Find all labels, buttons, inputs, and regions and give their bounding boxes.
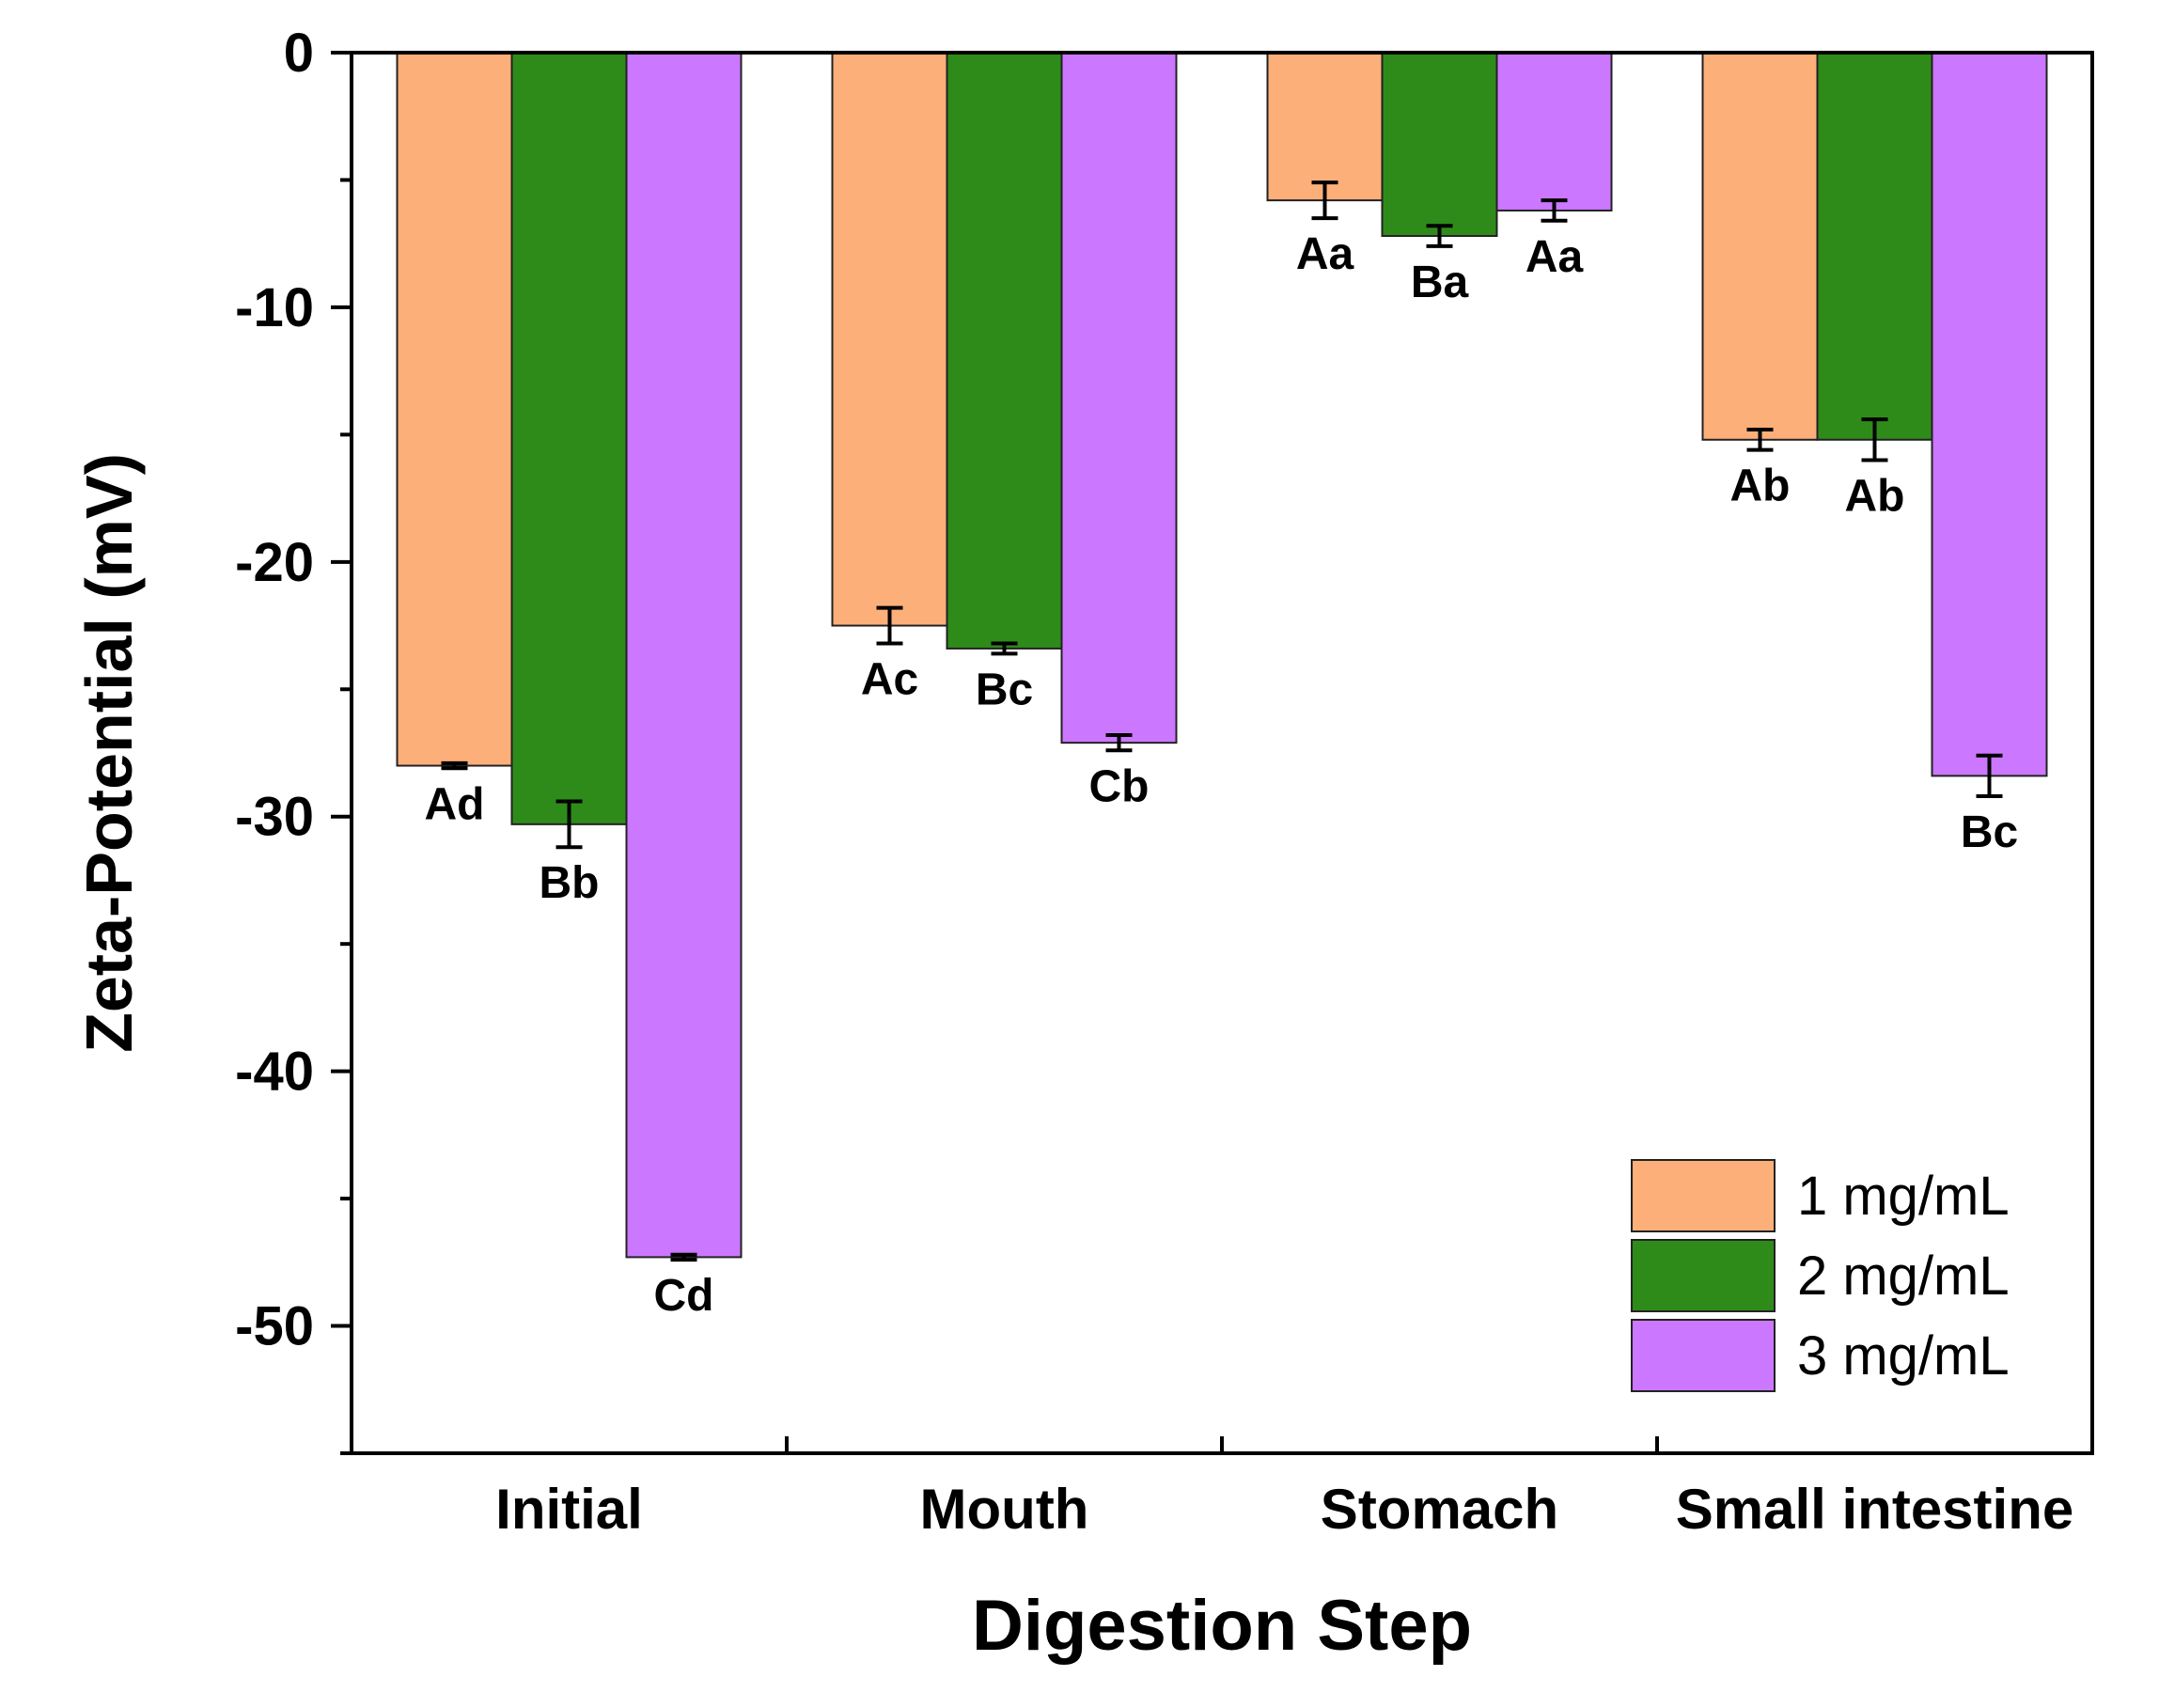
y-axis-title: Zeta-Potential (mV) (72, 453, 146, 1053)
x-axis: Initial Mouth Stomach Small intestine (495, 1436, 2073, 1541)
bar-small-intestine-3-mg-ml (1931, 52, 2048, 777)
x-tick-label-small-intestine: Small intestine (1676, 1478, 2073, 1541)
error-bar-small-intestine-1-mg-ml (1746, 427, 1774, 452)
bar-initial-2-mg-ml (510, 52, 628, 825)
bar-mouth-2-mg-ml (946, 52, 1063, 650)
bar-mouth-3-mg-ml (1060, 52, 1178, 744)
error-bar-stomach-2-mg-ml (1426, 224, 1453, 248)
legend-swatch-3-mg-ml (1631, 1319, 1776, 1392)
significance-letters-layer: Ad Bb Cd Ac Bc Cb Aa Ba Aa Ab Ab Bc (425, 229, 2019, 1321)
letter-label-initial-3-mg-ml: Cd (654, 1271, 714, 1321)
letter-label-stomach-3-mg-ml: Aa (1525, 232, 1584, 282)
bar-stomach-1-mg-ml (1266, 52, 1384, 202)
error-bar-initial-2-mg-ml (555, 799, 583, 850)
legend-label-1-mg-ml: 1 mg/mL (1797, 1166, 2010, 1227)
bar-initial-1-mg-ml (396, 52, 513, 767)
bar-small-intestine-2-mg-ml (1816, 52, 1933, 441)
letter-label-mouth-3-mg-ml: Cb (1089, 761, 1150, 811)
x-tick-label-stomach: Stomach (1321, 1478, 1558, 1541)
legend-swatch-1-mg-ml (1631, 1159, 1776, 1232)
error-bar-stomach-3-mg-ml (1541, 198, 1568, 223)
y-tick-label: -30 (235, 787, 314, 848)
y-tick-label: 0 (284, 23, 314, 84)
y-axis: 0 -10 -20 -30 -40 -50 (235, 23, 352, 1455)
legend-item-3-mg-ml: 3 mg/mL (1631, 1319, 2010, 1392)
bar-stomach-3-mg-ml (1495, 52, 1613, 212)
letter-label-small-intestine-2-mg-ml: Ab (1845, 471, 1905, 521)
letter-label-stomach-2-mg-ml: Ba (1411, 258, 1469, 307)
y-tick-label: -40 (235, 1042, 314, 1103)
error-bars-layer (441, 180, 2003, 1262)
error-bar-mouth-3-mg-ml (1105, 733, 1133, 753)
error-bar-initial-1-mg-ml (441, 760, 468, 771)
error-bar-small-intestine-2-mg-ml (1861, 417, 1888, 462)
error-bar-initial-3-mg-ml (670, 1252, 697, 1262)
legend-swatch-2-mg-ml (1631, 1239, 1776, 1312)
bars-layer (396, 52, 2048, 1259)
error-bar-mouth-1-mg-ml (876, 605, 903, 646)
bar-stomach-2-mg-ml (1381, 52, 1498, 238)
letter-label-mouth-1-mg-ml: Ac (861, 655, 918, 705)
legend-label-3-mg-ml: 3 mg/mL (1797, 1325, 2010, 1387)
bar-initial-3-mg-ml (625, 52, 743, 1259)
letter-label-initial-2-mg-ml: Bb (540, 858, 600, 908)
bar-small-intestine-1-mg-ml (1701, 52, 1819, 441)
error-bar-stomach-1-mg-ml (1311, 180, 1338, 221)
legend: 1 mg/mL 2 mg/mL 3 mg/mL (1631, 1159, 2010, 1392)
x-tick-label-mouth: Mouth (920, 1478, 1089, 1541)
bar-mouth-1-mg-ml (831, 52, 948, 627)
legend-item-2-mg-ml: 2 mg/mL (1631, 1239, 2010, 1312)
letter-label-stomach-1-mg-ml: Aa (1296, 229, 1354, 279)
y-tick-label: -50 (235, 1296, 314, 1357)
legend-item-1-mg-ml: 1 mg/mL (1631, 1159, 2010, 1232)
letter-label-small-intestine-1-mg-ml: Ab (1730, 462, 1791, 511)
legend-label-2-mg-ml: 2 mg/mL (1797, 1246, 2010, 1307)
letter-label-initial-1-mg-ml: Ad (425, 779, 485, 829)
error-bar-mouth-2-mg-ml (991, 641, 1018, 656)
letter-label-small-intestine-3-mg-ml: Bc (1961, 807, 2018, 857)
y-tick-label: -20 (235, 532, 314, 593)
x-tick-label-initial: Initial (495, 1478, 643, 1541)
x-axis-title: Digestion Step (972, 1586, 1472, 1666)
error-bar-small-intestine-3-mg-ml (1976, 753, 2003, 799)
letter-label-mouth-2-mg-ml: Bc (976, 665, 1033, 714)
y-tick-label: -10 (235, 277, 314, 338)
